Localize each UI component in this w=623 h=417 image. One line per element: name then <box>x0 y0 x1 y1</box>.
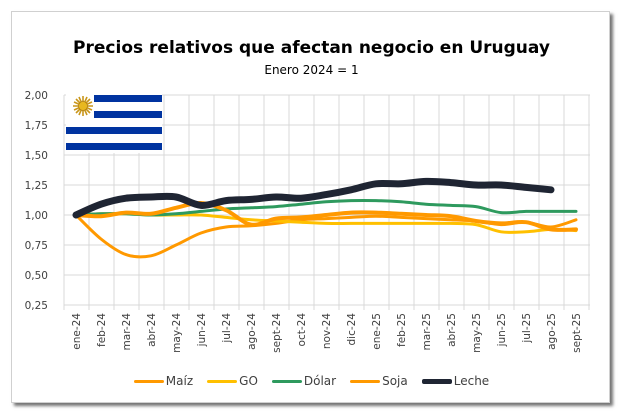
legend-label: Soja <box>382 374 408 388</box>
y-tick-label: 0,50 <box>25 270 48 282</box>
y-tick-label: 1,50 <box>25 150 48 162</box>
legend-item-leche: Leche <box>421 374 490 388</box>
legend-swatch <box>207 379 238 383</box>
x-tick-label: jul-24 <box>221 313 233 344</box>
legend-item-go: GO <box>207 374 258 388</box>
x-tick-label: sept-24 <box>271 313 283 353</box>
x-tick-label: dic-24 <box>346 313 358 346</box>
x-tick-label: jul-25 <box>521 313 533 344</box>
x-tick-label: feb-24 <box>96 313 108 347</box>
chart-legend: Maíz GO Dólar Soja Leche <box>0 374 623 388</box>
legend-label: Leche <box>453 374 490 388</box>
x-tick-label: mar-24 <box>121 313 133 351</box>
y-tick-label: 1,00 <box>25 210 48 222</box>
x-tick-label: jun-24 <box>196 313 208 348</box>
legend-label: GO <box>239 374 258 388</box>
x-tick-label: sept-25 <box>571 313 583 353</box>
y-tick-label: 0,75 <box>25 240 48 252</box>
x-tick-label: ene-25 <box>371 313 383 350</box>
legend-label: Dólar <box>303 374 337 388</box>
uruguay-flag-icon <box>66 93 162 153</box>
y-tick-label: 2,00 <box>25 90 48 102</box>
series-line-maiz <box>74 213 578 259</box>
x-tick-label: may-24 <box>171 313 183 353</box>
legend-label: Maíz <box>165 374 194 388</box>
x-tick-label: feb-25 <box>396 313 408 347</box>
legend-item-dolar: Dólar <box>271 374 337 388</box>
y-tick-label: 0,25 <box>25 300 48 312</box>
x-tick-label: ago-24 <box>246 313 258 350</box>
x-tick-label: ago-25 <box>546 313 558 350</box>
legend-swatch <box>271 379 302 383</box>
legend-item-soja: Soja <box>350 374 408 388</box>
chart-title: Precios relativos que afectan negocio en… <box>73 38 550 58</box>
x-tick-label: abr-24 <box>146 313 158 347</box>
x-tick-label: abr-25 <box>446 313 458 347</box>
y-tick-label: 1,75 <box>25 120 48 132</box>
x-tick-label: jun-25 <box>496 313 508 347</box>
x-tick-label: mar-25 <box>421 313 433 350</box>
legend-item-maiz: Maíz <box>133 374 194 388</box>
y-tick-label: 1,25 <box>25 180 48 192</box>
x-tick-label: nov-24 <box>321 313 333 349</box>
series-line-leche <box>72 177 555 219</box>
legend-swatch <box>350 379 381 383</box>
x-tick-label: may-25 <box>471 313 483 353</box>
legend-swatch <box>133 379 164 383</box>
x-tick-label: oct-24 <box>296 313 308 347</box>
x-tick-label: ene-24 <box>71 313 83 350</box>
legend-swatch <box>421 378 452 384</box>
chart-frame <box>11 11 610 403</box>
chart-subtitle: Enero 2024 = 1 <box>264 63 359 77</box>
